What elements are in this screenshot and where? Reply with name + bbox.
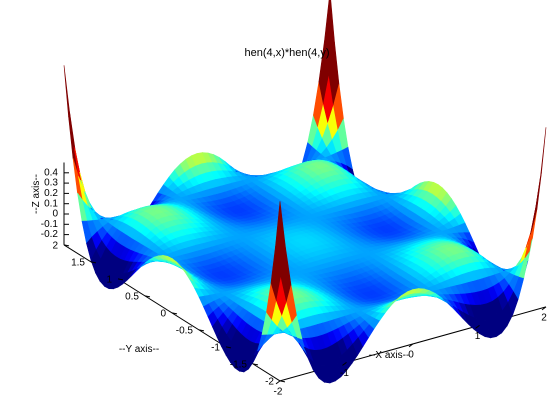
tick-marks: -2-1012-2-1.5-1-0.500.511.52-0.2-0.100.1… bbox=[41, 167, 547, 397]
y-tick-label: -1 bbox=[211, 343, 220, 354]
x-tick-label: 2 bbox=[541, 313, 547, 324]
y-tick-label: 0.5 bbox=[125, 292, 139, 303]
x-tick-mark bbox=[342, 361, 347, 366]
z-axis-label: --Z axis-- bbox=[31, 174, 42, 214]
y-tick-mark bbox=[171, 312, 178, 315]
x-tick-mark bbox=[541, 306, 547, 311]
y-tick-label: 1.5 bbox=[71, 258, 85, 269]
x-axis-label: --X axis-- bbox=[369, 350, 410, 361]
y-tick-label: -1.5 bbox=[230, 360, 248, 371]
x-tick-label: 1 bbox=[475, 331, 481, 342]
z-tick-label: -0.1 bbox=[41, 219, 59, 230]
z-tick-label: 0 bbox=[52, 209, 58, 220]
y-tick-mark bbox=[63, 244, 70, 247]
x-tick-label: 0 bbox=[408, 350, 414, 361]
x-tick-mark bbox=[475, 324, 480, 329]
y-tick-label: -2 bbox=[265, 377, 274, 388]
y-tick-label: -0.5 bbox=[176, 326, 194, 337]
z-tick-label: 0.2 bbox=[44, 188, 58, 199]
z-tick-label: 0.4 bbox=[44, 167, 58, 178]
z-tick-label: -0.2 bbox=[41, 229, 59, 240]
y-tick-mark bbox=[198, 329, 205, 332]
surface-patch bbox=[535, 127, 547, 207]
x-tick-mark bbox=[275, 380, 281, 385]
y-tick-mark bbox=[117, 278, 124, 281]
z-tick-label: 0.3 bbox=[44, 178, 58, 189]
surface-mesh bbox=[63, 0, 547, 384]
y-tick-mark bbox=[279, 380, 286, 383]
y-tick-mark bbox=[90, 261, 97, 264]
y-tick-mark bbox=[144, 295, 151, 298]
y-tick-label: 2 bbox=[52, 241, 58, 252]
x-tick-label: -1 bbox=[340, 368, 349, 379]
y-axis-label: --Y axis-- bbox=[119, 344, 159, 355]
x-tick-mark bbox=[408, 343, 414, 348]
y-tick-mark bbox=[225, 346, 232, 349]
y-tick-label: 0 bbox=[160, 309, 166, 320]
chart-title: hen(4,x)*hen(4,y) bbox=[245, 47, 330, 59]
y-tick-label: 1 bbox=[106, 275, 112, 286]
x-tick-label: -2 bbox=[274, 387, 283, 398]
y-tick-mark bbox=[252, 363, 259, 366]
z-tick-label: 0.1 bbox=[44, 198, 58, 209]
